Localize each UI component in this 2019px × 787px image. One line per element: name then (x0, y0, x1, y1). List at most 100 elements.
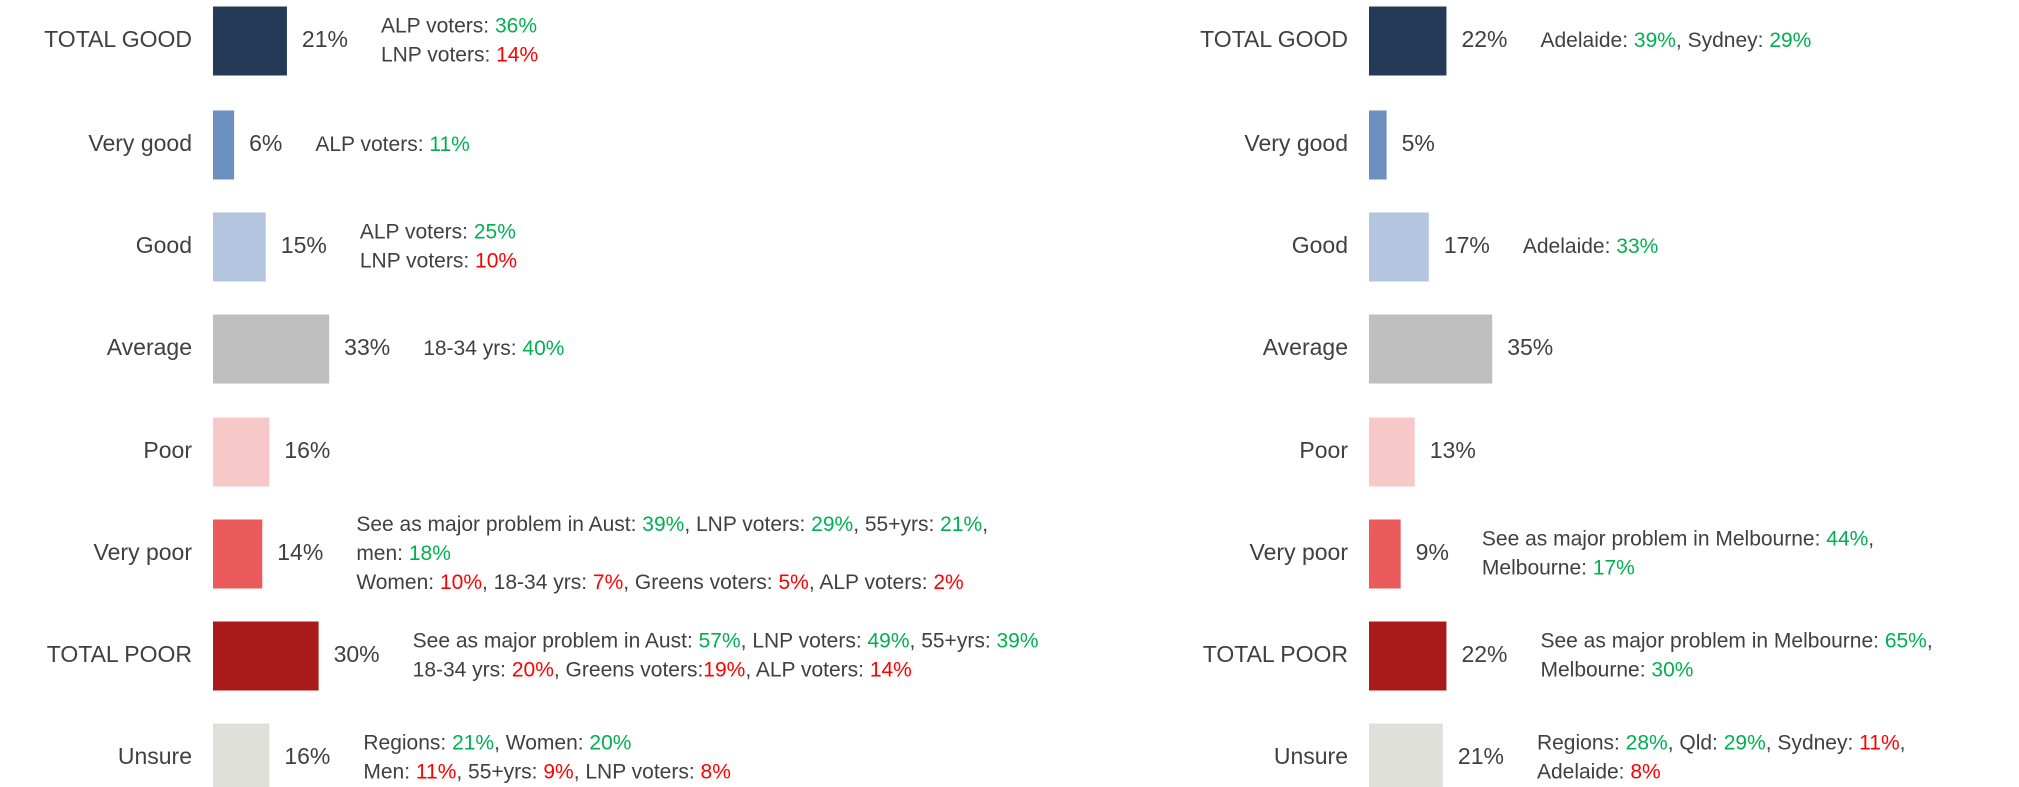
annotation-segment: Regions: (363, 731, 452, 754)
annotation: See as major problem in Aust: 39%, LNP v… (356, 513, 988, 536)
value-label: 6% (249, 130, 282, 156)
category-label: TOTAL GOOD (1200, 26, 1348, 52)
annotation-segment: , LNP voters: (741, 629, 868, 652)
annotation: 18-34 yrs: 40% (423, 337, 564, 360)
annotation: Women: 10%, 18-34 yrs: 7%, Greens voters… (356, 571, 963, 594)
annotation-segment: , 55+yrs: (456, 760, 543, 783)
annotation-segment: 18-34 yrs: (423, 337, 522, 360)
value-label: 30% (334, 641, 380, 667)
bar (1369, 6, 1447, 76)
annotation-segment: See as major problem in Melbourne: (1482, 527, 1826, 550)
annotation-segment: ALP voters: (360, 220, 474, 243)
annotation: ALP voters: 36% (381, 14, 537, 37)
annotation-segment: 11% (416, 760, 456, 783)
annotation-segment: , Women: (494, 731, 589, 754)
bar (1369, 621, 1447, 691)
annotation-segment: 57% (699, 629, 741, 652)
annotation: Melbourne: 30% (1540, 658, 1693, 681)
annotation: Adelaide: 8% (1537, 760, 1661, 783)
category-label: Poor (1299, 437, 1348, 463)
category-label: TOTAL POOR (1203, 641, 1348, 667)
bar (213, 417, 270, 487)
annotation-segment: , LNP voters: (574, 760, 701, 783)
annotation-segment: 9% (543, 760, 573, 783)
annotation-segment: 19% (703, 658, 745, 681)
category-label: Very good (1244, 130, 1348, 156)
value-label: 22% (1461, 26, 1507, 52)
annotation-segment: 39% (996, 629, 1038, 652)
value-label: 22% (1461, 641, 1507, 667)
annotation-segment: 18-34 yrs: (413, 658, 512, 681)
value-label: 9% (1416, 539, 1449, 565)
bar (213, 6, 287, 76)
annotation-segment: ALP voters: (315, 133, 429, 156)
bar (1369, 417, 1415, 487)
annotation-segment: Adelaide: (1523, 235, 1616, 258)
annotation-segment: Adelaide: (1540, 29, 1633, 52)
category-label: Poor (143, 437, 192, 463)
annotation-segment: Regions: (1537, 731, 1626, 754)
annotation-segment: LNP voters: (381, 43, 496, 66)
category-label: Very good (88, 130, 192, 156)
value-label: 33% (344, 334, 390, 360)
annotation-segment: , ALP voters: (745, 658, 870, 681)
annotation-segment: , 55+yrs: (910, 629, 997, 652)
annotation-segment: 39% (1634, 29, 1676, 52)
annotation-segment: 25% (474, 220, 516, 243)
annotation: ALP voters: 11% (315, 133, 470, 156)
annotation-segment: , (1900, 731, 1906, 754)
annotation-segment: Melbourne: (1482, 556, 1593, 579)
annotation-segment: Adelaide: (1537, 760, 1630, 783)
annotation-segment: , 18-34 yrs: (482, 571, 593, 594)
annotation-segment: 21% (452, 731, 494, 754)
category-label: TOTAL POOR (47, 641, 192, 667)
value-label: 16% (284, 743, 330, 769)
annotation: See as major problem in Melbourne: 65%, (1540, 629, 1932, 652)
annotation: Adelaide: 39%, Sydney: 29% (1540, 29, 1811, 52)
category-label: Very poor (1250, 539, 1349, 565)
annotation-segment: 33% (1616, 235, 1658, 258)
annotation-segment: 2% (933, 571, 963, 594)
annotation-segment: , Sydney: (1766, 731, 1859, 754)
annotation-segment: 65% (1885, 629, 1927, 652)
bar (1369, 110, 1387, 180)
annotation: Regions: 28%, Qld: 29%, Sydney: 11%, (1537, 731, 1906, 754)
annotation-segment: Men: (363, 760, 416, 783)
bar (213, 314, 330, 384)
value-label: 13% (1430, 437, 1476, 463)
annotation: See as major problem in Aust: 57%, LNP v… (413, 629, 1039, 652)
annotation-segment: See as major problem in Aust: (356, 513, 642, 536)
annotation-segment: 40% (522, 337, 564, 360)
category-label: Good (1292, 232, 1348, 258)
annotation-segment: 20% (589, 731, 631, 754)
bar (1369, 519, 1401, 589)
annotation-segment: 29% (1769, 29, 1811, 52)
annotation-segment: 36% (495, 14, 537, 37)
annotation-segment: 8% (1630, 760, 1660, 783)
category-label: Unsure (1274, 743, 1348, 769)
category-label: TOTAL GOOD (44, 26, 192, 52)
bar (213, 519, 263, 589)
annotation-segment: , 55+yrs: (853, 513, 940, 536)
value-label: 16% (284, 437, 330, 463)
annotation-segment: See as major problem in Aust: (413, 629, 699, 652)
value-label: 5% (1402, 130, 1435, 156)
annotation-segment: 30% (1651, 658, 1693, 681)
bar (213, 723, 270, 787)
value-label: 35% (1507, 334, 1553, 360)
bar (1369, 212, 1429, 282)
annotation-segment: , (982, 513, 988, 536)
bar (1369, 723, 1443, 787)
annotation-segment: 44% (1826, 527, 1868, 550)
annotation-segment: 29% (1724, 731, 1766, 754)
annotation: men: 18% (356, 542, 451, 565)
annotation: Adelaide: 33% (1523, 235, 1658, 258)
annotation: ALP voters: 25% (360, 220, 516, 243)
annotation: LNP voters: 14% (381, 43, 538, 66)
annotation-segment: 7% (593, 571, 623, 594)
value-label: 15% (281, 232, 327, 258)
category-label: Average (1263, 334, 1348, 360)
annotation-segment: 49% (868, 629, 910, 652)
annotation-segment: , (1927, 629, 1933, 652)
category-label: Average (107, 334, 192, 360)
